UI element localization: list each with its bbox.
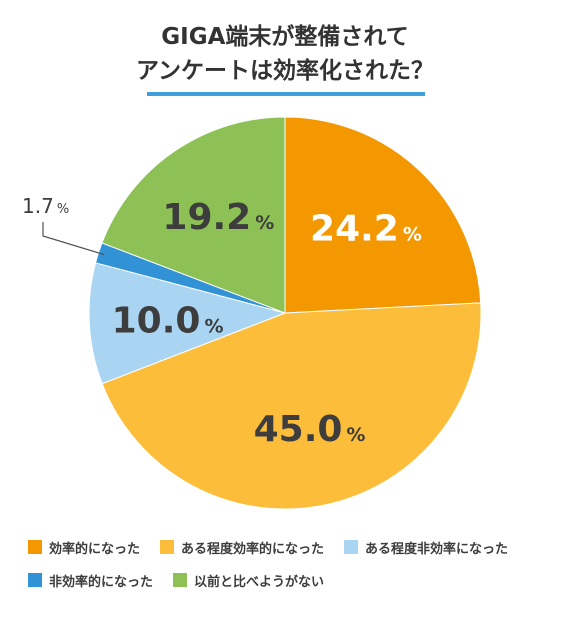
- chart-title-line-2: アンケートは効率化された？: [135, 58, 435, 84]
- legend-item-4: 非効率的になった: [28, 571, 153, 590]
- pie-slice-label-1: 24.2%: [310, 209, 422, 250]
- legend-label-1: 効率的になった: [49, 541, 141, 557]
- legend-item-3: ある程度非効率になった: [344, 538, 508, 557]
- legend-label-2: ある程度効率的になった: [181, 541, 325, 557]
- title-underline: [147, 92, 425, 96]
- pie-slice-label-3: 10.0%: [112, 300, 224, 341]
- legend-label-4: 非効率的になった: [49, 574, 154, 590]
- legend-row-1: 効率的になった ある程度効率的になった ある程度非効率になった: [28, 536, 558, 558]
- legend-swatch-4: [28, 573, 42, 587]
- chart-title: GIGA端末が整備されて アンケートは効率化された？: [0, 20, 570, 88]
- legend-item-5: 以前と比べようがない: [173, 571, 324, 590]
- legend-label-3: ある程度非効率になった: [365, 541, 509, 557]
- pie-slice-5: [101, 116, 286, 314]
- pie-slice-label-4: 1.7%: [22, 194, 69, 218]
- legend-swatch-1: [28, 540, 42, 554]
- legend-swatch-5: [173, 573, 188, 587]
- chart-title-line-1: GIGA端末が整備されて: [161, 24, 409, 50]
- pie-slice-label-5: 19.2%: [162, 197, 274, 238]
- legend-item-1: 効率的になった: [28, 538, 140, 557]
- pie-slice-1: [284, 116, 482, 314]
- legend-swatch-2: [160, 540, 175, 554]
- pie-slice-2: [101, 302, 482, 510]
- legend-label-5: 以前と比べようがない: [194, 574, 325, 590]
- chart-legend: 効率的になった ある程度効率的になった ある程度非効率になった非効率的になった 以前と…: [28, 536, 558, 602]
- legend-swatch-3: [344, 540, 359, 554]
- pie-slice-label-2: 45.0%: [254, 409, 366, 450]
- legend-item-2: ある程度効率的になった: [160, 538, 324, 557]
- callout-line: [42, 222, 105, 256]
- pie-slice-3: [88, 262, 287, 385]
- legend-row-2: 非効率的になった 以前と比べようがない: [28, 569, 558, 591]
